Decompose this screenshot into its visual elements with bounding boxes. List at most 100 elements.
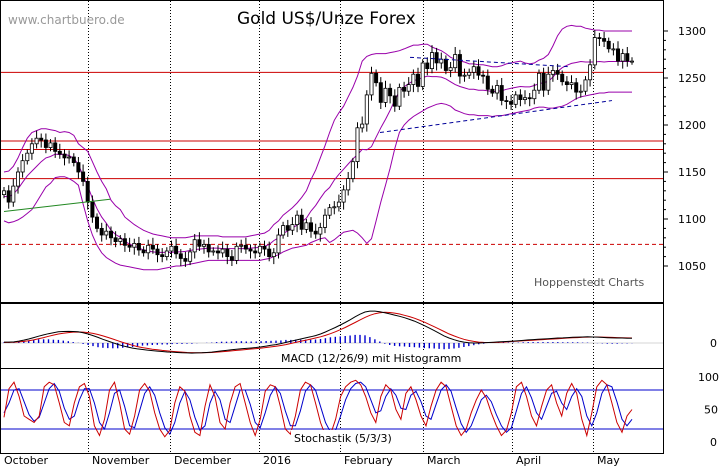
candle-down: [504, 100, 509, 102]
candle-up: [341, 189, 346, 203]
candle-up: [11, 185, 16, 203]
candle-up: [67, 156, 72, 159]
candle-down: [53, 142, 58, 152]
candle-down: [555, 70, 560, 75]
stoch-k-line: [3, 379, 633, 438]
candle-down: [95, 216, 100, 229]
candle-up: [276, 234, 281, 254]
candle-down: [99, 227, 104, 236]
stoch-tick-label: 50: [704, 404, 718, 417]
macd-label-bg: [278, 350, 460, 365]
candle-down: [560, 73, 565, 83]
trendlines: [3, 56, 613, 212]
candle-down: [141, 249, 146, 254]
candle-down: [299, 214, 304, 230]
price-candles: [2, 30, 635, 267]
candle-up: [220, 248, 225, 254]
stoch-d-line: [3, 381, 633, 436]
candle-up: [146, 244, 151, 254]
candle-up: [118, 238, 123, 242]
candle-up: [257, 245, 262, 254]
candle-down: [113, 237, 118, 243]
candle-up: [346, 178, 351, 191]
candle-up: [34, 137, 39, 145]
candle-down: [267, 248, 272, 258]
candle-up: [164, 250, 169, 257]
candle-up: [271, 252, 276, 258]
candle-up: [15, 171, 20, 187]
candle-up: [453, 54, 458, 69]
macd-line: [4, 310, 632, 354]
x-axis-label: 2016: [263, 454, 291, 466]
candle-down: [85, 180, 90, 203]
candle-up: [546, 73, 551, 91]
candle-down: [122, 238, 127, 246]
candle-up: [429, 52, 434, 69]
candle-down: [81, 171, 86, 182]
candle-down: [443, 58, 448, 71]
candle-down: [564, 81, 569, 86]
candle-up: [201, 243, 206, 247]
price-tick-label: 1150: [678, 166, 706, 179]
candle-down: [39, 137, 44, 141]
candle-down: [476, 66, 481, 76]
macd-panel: [1, 310, 663, 354]
candle-down: [425, 62, 430, 69]
candle-up: [281, 225, 286, 236]
candle-up: [611, 48, 616, 51]
watermark: www.chartbuero.de: [8, 13, 125, 27]
trendline-green: [3, 198, 111, 212]
candle-up: [383, 87, 388, 103]
candle-down: [499, 85, 504, 101]
axes: 1300 1250 1200 1150 1100 1050 0 100 50 0 October No…: [4, 25, 719, 466]
candle-down: [285, 225, 290, 231]
x-axis-label: February: [344, 454, 393, 466]
x-axis-label: April: [516, 454, 541, 466]
candle-up: [467, 72, 472, 76]
candle-up: [537, 72, 542, 91]
candle-down: [388, 87, 393, 97]
candle-up: [630, 60, 635, 63]
candle-down: [602, 38, 607, 42]
candle-up: [48, 142, 53, 148]
candle-down: [109, 230, 114, 239]
candle-up: [355, 127, 360, 163]
candle-down: [606, 40, 611, 50]
candle-up: [411, 73, 416, 85]
macd-signal-line: [3, 311, 633, 354]
candle-up: [471, 66, 476, 73]
candle-down: [625, 53, 630, 62]
candle-down: [6, 190, 11, 203]
candle-up: [406, 84, 411, 92]
stochastic-panel: [1, 379, 663, 438]
price-tick-label: 1200: [678, 119, 706, 132]
candle-up: [364, 94, 369, 125]
candle-down: [541, 72, 546, 91]
candle-down: [90, 201, 95, 218]
bollinger-lower: [3, 91, 632, 271]
candle-up: [397, 87, 402, 107]
price-panel-frame: [0, 0, 664, 303]
candle-up: [104, 230, 109, 236]
macd-label: MACD (12/26/9) mit Histogramm: [281, 352, 461, 365]
candle-down: [308, 222, 313, 232]
candle-up: [360, 123, 365, 129]
candle-down: [481, 74, 486, 77]
trendline-upper: [409, 56, 571, 68]
candle-down: [509, 101, 514, 105]
x-axis-label: March: [427, 454, 461, 466]
candle-down: [150, 244, 155, 250]
candle-down: [518, 94, 523, 101]
candle-down: [313, 230, 318, 235]
bollinger-upper: [3, 24, 632, 239]
macd-tick-label: 0: [710, 337, 717, 350]
candle-down: [243, 244, 248, 250]
candle-up: [532, 89, 537, 100]
candle-up: [462, 74, 467, 77]
candle-down: [62, 153, 67, 159]
candle-down: [183, 258, 188, 262]
candle-up: [583, 79, 588, 92]
candle-down: [160, 254, 165, 257]
candle-down: [597, 37, 602, 39]
